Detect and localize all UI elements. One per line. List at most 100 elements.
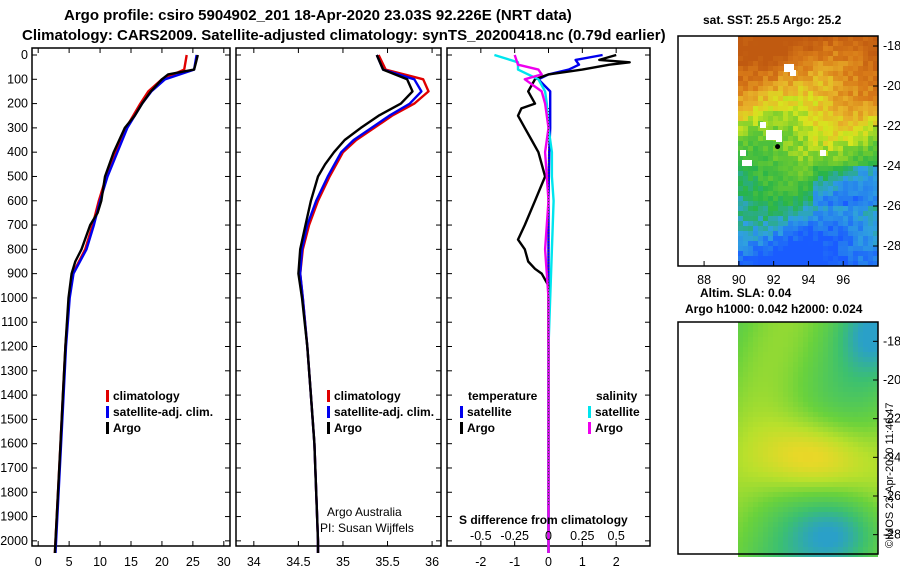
- sst-pixel: [783, 141, 788, 146]
- sst-pixel: [838, 191, 843, 196]
- sla-pixel: [823, 547, 828, 552]
- sst-pixel: [838, 176, 843, 181]
- sla-pixel: [768, 412, 773, 417]
- sst-pixel: [873, 66, 878, 71]
- sst-pixel: [868, 91, 873, 96]
- sla-pixel: [858, 467, 863, 472]
- sst-pixel: [813, 221, 818, 226]
- sst-pixel: [743, 71, 748, 76]
- sla-pixel: [753, 367, 758, 372]
- sla-pixel: [738, 412, 743, 417]
- sla-pixel: [783, 362, 788, 367]
- sst-pixel: [788, 61, 793, 66]
- sst-pixel: [753, 176, 758, 181]
- sst-pixel: [808, 141, 813, 146]
- sla-pixel: [768, 382, 773, 387]
- sst-pixel: [808, 236, 813, 241]
- sst-pixel: [843, 256, 848, 261]
- sla-pixel: [788, 387, 793, 392]
- sla-pixel: [753, 537, 758, 542]
- sla-pixel: [858, 457, 863, 462]
- sst-pixel: [803, 256, 808, 261]
- sst-pixel: [873, 136, 878, 141]
- sst-pixel: [738, 126, 743, 131]
- sst-pixel: [828, 121, 833, 126]
- sla-pixel: [763, 532, 768, 537]
- sla-pixel: [853, 527, 858, 532]
- sst-pixel: [793, 56, 798, 61]
- sst-pixel: [758, 166, 763, 171]
- sst-pixel: [803, 221, 808, 226]
- sst-pixel: [868, 76, 873, 81]
- sst-pixel: [778, 166, 783, 171]
- sla-pixel: [753, 452, 758, 457]
- sla-pixel: [773, 532, 778, 537]
- sla-pixel: [853, 422, 858, 427]
- sla-pixel: [803, 407, 808, 412]
- sla-pixel: [808, 417, 813, 422]
- sst-pixel: [823, 206, 828, 211]
- sla-pixel: [793, 452, 798, 457]
- sla-pixel: [788, 402, 793, 407]
- sst-pixel: [828, 46, 833, 51]
- sla-pixel: [803, 547, 808, 552]
- sst-pixel: [793, 226, 798, 231]
- sst-pixel: [813, 116, 818, 121]
- sla-pixel: [768, 432, 773, 437]
- sla-pixel: [803, 382, 808, 387]
- sla-pixel: [858, 512, 863, 517]
- sst-pixel: [768, 226, 773, 231]
- sla-pixel: [823, 432, 828, 437]
- sst-pixel: [803, 216, 808, 221]
- sst-pixel: [863, 131, 868, 136]
- sla-pixel: [813, 352, 818, 357]
- sla-pixel: [863, 362, 868, 367]
- sla-pixel: [803, 487, 808, 492]
- sla-pixel: [848, 467, 853, 472]
- sla-pixel: [768, 462, 773, 467]
- sla-pixel: [773, 547, 778, 552]
- sla-pixel: [873, 517, 878, 522]
- sst-pixel: [853, 51, 858, 56]
- sst-pixel: [863, 171, 868, 176]
- sst-pixel: [738, 161, 743, 166]
- chart-title-line2: Climatology: CARS2009. Satellite-adjuste…: [22, 27, 666, 44]
- sst-pixel: [863, 136, 868, 141]
- sla-map-title-line2: Argo h1000: 0.042 h2000: 0.024: [685, 302, 863, 316]
- sst-pixel: [798, 181, 803, 186]
- sla-pixel: [743, 517, 748, 522]
- sla-pixel: [793, 372, 798, 377]
- sla-pixel: [748, 512, 753, 517]
- sst-pixel: [798, 191, 803, 196]
- sst-pixel: [738, 211, 743, 216]
- sla-pixel: [873, 462, 878, 467]
- sst-pixel: [873, 256, 878, 261]
- sla-pixel: [763, 457, 768, 462]
- sst-pixel: [818, 226, 823, 231]
- sst-pixel: [748, 131, 753, 136]
- sst-pixel: [808, 61, 813, 66]
- sla-pixel: [823, 452, 828, 457]
- sst-pixel: [773, 101, 778, 106]
- sla-pixel: [868, 507, 873, 512]
- sst-pixel: [788, 241, 793, 246]
- sst-pixel: [868, 111, 873, 116]
- sla-pixel: [838, 542, 843, 547]
- sla-pixel: [783, 392, 788, 397]
- sla-pixel: [828, 332, 833, 337]
- sst-pixel: [803, 201, 808, 206]
- sla-pixel: [808, 547, 813, 552]
- sst-pixel: [773, 211, 778, 216]
- sst-pixel: [818, 171, 823, 176]
- sla-pixel: [838, 477, 843, 482]
- legend-argo-swatch: [327, 422, 330, 434]
- sla-pixel: [763, 492, 768, 497]
- sla-pixel: [788, 362, 793, 367]
- sst-pixel: [758, 111, 763, 116]
- sla-pixel: [768, 542, 773, 547]
- sla-pixel: [748, 527, 753, 532]
- sst-pixel: [853, 201, 858, 206]
- sst-pixel: [838, 46, 843, 51]
- sst-pixel: [868, 181, 873, 186]
- sla-pixel: [848, 497, 853, 502]
